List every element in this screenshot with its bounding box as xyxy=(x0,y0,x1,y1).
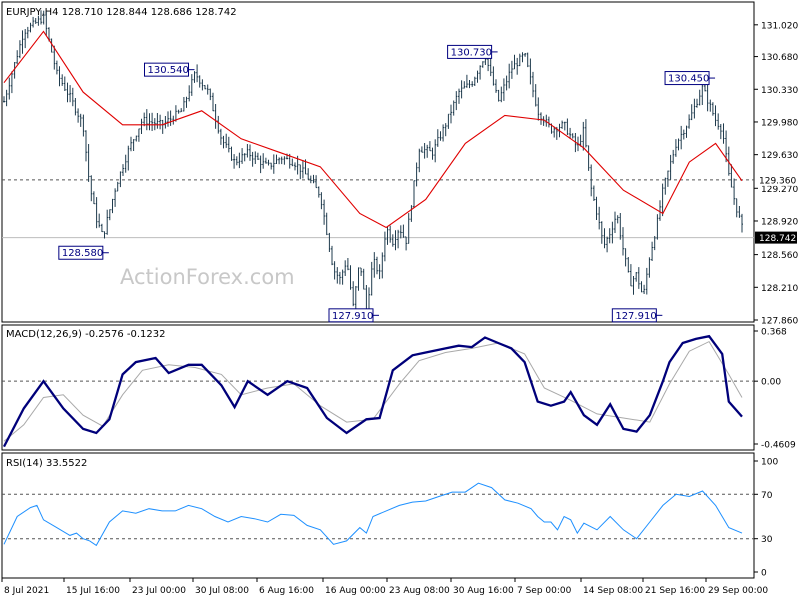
time-x-axis: 8 Jul 2021 15 Jul 16:00 23 Jul 00:00 30 Jul… xyxy=(1,578,768,596)
rsi-line xyxy=(3,482,743,547)
moving-average-line xyxy=(3,30,743,229)
rsi-tick-label: 0 xyxy=(761,569,767,579)
annotation-label: 130.730 xyxy=(451,47,492,58)
annotation-label: 130.540 xyxy=(148,65,189,76)
rsi-header: RSI(14) 33.5522 xyxy=(6,458,87,469)
watermark: ActionForex.com xyxy=(120,265,295,289)
candle-layer xyxy=(3,10,743,317)
time-tick-label: 16 Aug 00:00 xyxy=(325,586,386,596)
price-tick-label: 128.560 xyxy=(761,251,798,261)
price-tick-label: 129.980 xyxy=(761,118,798,128)
time-tick-label: 14 Sep 08:00 xyxy=(583,586,643,596)
annotation-label: 130.450 xyxy=(668,74,709,85)
rsi-panel-frame xyxy=(1,452,755,579)
macd-panel: MACD(12,26,9) -0.2576 -0.1232 0.368 0.00 -… xyxy=(1,324,796,451)
annotation-label: 128.580 xyxy=(62,248,103,259)
time-tick-label: 8 Jul 2021 xyxy=(4,586,49,596)
macd-header: MACD(12,26,9) -0.2576 -0.1232 xyxy=(6,329,166,340)
annotation-label: 127.910 xyxy=(615,311,656,322)
price-tick-label: 130.330 xyxy=(761,86,798,96)
time-tick-label: 23 Aug 08:00 xyxy=(389,586,450,596)
macd-y-axis: 0.368 0.00 -0.4609 xyxy=(754,328,796,451)
annotation-box xyxy=(328,308,374,323)
annotation-box xyxy=(58,245,104,260)
price-tick-label: 129.630 xyxy=(761,151,798,161)
time-tick-label: 15 Jul 16:00 xyxy=(66,586,120,596)
rsi-tick-label: 70 xyxy=(761,491,773,501)
close-price-label: 128.742 xyxy=(759,234,796,244)
annotation-box xyxy=(447,44,493,59)
price-tick-label: 131.020 xyxy=(761,21,798,31)
price-panel: EURJPY,H4 128.710 128.844 128.686 128.74… xyxy=(1,1,798,327)
annotation-box xyxy=(144,62,189,77)
annotation-box xyxy=(664,71,710,86)
rsi-tick-label: 30 xyxy=(761,535,773,545)
macd-panel-frame xyxy=(1,324,755,451)
rsi-tick-label: 100 xyxy=(761,458,778,468)
price-panel-frame xyxy=(1,1,755,323)
price-y-axis: 131.020 130.680 130.330 129.980 129.630 129.2… xyxy=(754,21,798,327)
time-tick-label: 7 Sep 00:00 xyxy=(517,586,572,596)
time-tick-label: 29 Sep 00:00 xyxy=(708,586,768,596)
time-tick-label: 21 Sep 16:00 xyxy=(645,586,705,596)
price-tick-label: 128.920 xyxy=(761,217,798,227)
price-tick-label: 128.210 xyxy=(761,284,798,294)
level-label: 129.360 xyxy=(759,176,796,186)
price-tick-label: 130.680 xyxy=(761,53,798,63)
time-tick-label: 23 Jul 00:00 xyxy=(132,586,186,596)
level-label-box xyxy=(755,173,797,186)
macd-main-line xyxy=(2,334,743,448)
macd-tick-label: -0.4609 xyxy=(761,441,796,451)
price-annotations: 128.580 130.540 127.910 130.730 127.910 130.4… xyxy=(58,44,716,323)
annotation-box xyxy=(611,308,657,323)
rsi-panel: RSI(14) 33.5522 100 70 30 0 xyxy=(1,452,778,579)
time-tick-label: 30 Aug 16:00 xyxy=(453,586,514,596)
annotation-label: 127.910 xyxy=(332,311,373,322)
price-tick-label: 129.270 xyxy=(761,185,798,195)
time-tick-label: 30 Jul 08:00 xyxy=(195,586,249,596)
macd-tick-label: 0.368 xyxy=(761,328,787,338)
close-price-label-box xyxy=(755,231,797,244)
time-tick-label: 6 Aug 16:00 xyxy=(259,586,314,596)
rsi-y-axis: 100 70 30 0 xyxy=(754,458,778,579)
price-tick-label: 127.860 xyxy=(761,317,798,327)
macd-tick-label: 0.00 xyxy=(761,378,781,388)
price-header: EURJPY,H4 128.710 128.844 128.686 128.74… xyxy=(6,7,237,18)
